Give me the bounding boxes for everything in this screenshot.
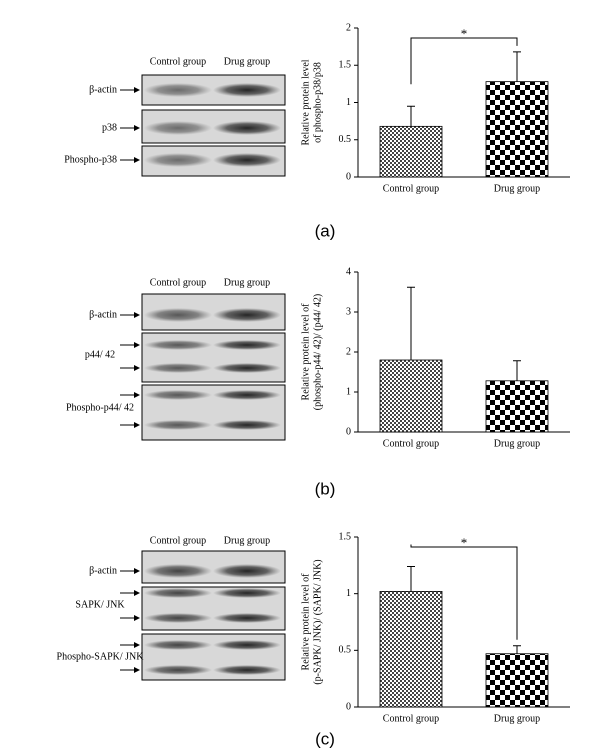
y-tick-label: 0 bbox=[346, 701, 351, 712]
bar bbox=[379, 359, 443, 433]
blot-band bbox=[144, 340, 212, 350]
blot-band bbox=[144, 640, 212, 650]
row-label: SAPK/ JNK bbox=[75, 599, 125, 610]
blot-band bbox=[213, 665, 281, 675]
error-bar bbox=[513, 360, 521, 381]
y-tick-label: 4 bbox=[346, 266, 351, 277]
error-bar bbox=[513, 645, 521, 654]
y-axis-label: Relative protein level bbox=[300, 59, 311, 145]
blot-band bbox=[213, 340, 281, 350]
blot-band bbox=[144, 665, 212, 675]
y-axis-label: of phospho-p38/p38 bbox=[312, 62, 323, 143]
blot-panel bbox=[141, 332, 286, 383]
blot-band bbox=[213, 390, 281, 400]
y-axis-label: (phospho-p44/ 42)/ (p44/ 42) bbox=[312, 294, 323, 410]
bar bbox=[485, 81, 549, 178]
x-tick-label: Drug group bbox=[494, 183, 540, 194]
y-axis-label: Relative protein level of bbox=[300, 573, 311, 671]
x-tick-label: Drug group bbox=[494, 438, 540, 449]
panel-caption: (a) bbox=[315, 221, 336, 240]
blot-band bbox=[144, 420, 212, 430]
error-bar bbox=[513, 51, 521, 82]
column-label: Control group bbox=[150, 277, 206, 288]
y-tick-label: 1.5 bbox=[339, 531, 352, 542]
blot-band bbox=[213, 420, 281, 430]
blot-band bbox=[144, 588, 212, 598]
bar bbox=[379, 125, 443, 178]
blot-band bbox=[144, 83, 212, 97]
blot-band bbox=[213, 640, 281, 650]
y-axis-label: Relative protein level of bbox=[300, 303, 311, 401]
y-tick-label: 1 bbox=[346, 588, 351, 599]
row-label: Phospho-SAPK/ JNK bbox=[57, 651, 145, 662]
y-tick-label: 1 bbox=[346, 386, 351, 397]
bar bbox=[485, 380, 549, 433]
column-label: Drug group bbox=[224, 277, 270, 288]
significance-bracket bbox=[410, 544, 518, 640]
x-tick-label: Drug group bbox=[494, 713, 540, 724]
y-tick-label: 1 bbox=[346, 97, 351, 108]
y-axis-label: (p-SAPK/ JNK)/ (SAPK/ JNK) bbox=[312, 559, 323, 684]
x-tick-label: Control group bbox=[383, 713, 439, 724]
column-label: Control group bbox=[150, 56, 206, 67]
blot-band bbox=[144, 308, 212, 322]
row-label: p38 bbox=[102, 122, 117, 133]
significance-mark: * bbox=[461, 26, 468, 41]
row-label: Phospho-p38 bbox=[64, 154, 117, 165]
bar bbox=[485, 653, 549, 708]
panel-caption: (b) bbox=[315, 479, 336, 498]
error-bar bbox=[407, 286, 415, 360]
y-tick-label: 0.5 bbox=[339, 645, 352, 656]
y-tick-label: 2 bbox=[346, 22, 351, 33]
significance-mark: * bbox=[461, 535, 468, 550]
row-label: β-actin bbox=[89, 565, 117, 576]
blot-band bbox=[144, 121, 212, 135]
error-bar bbox=[407, 565, 415, 592]
x-tick-label: Control group bbox=[383, 438, 439, 449]
column-label: Drug group bbox=[224, 56, 270, 67]
blot-band bbox=[213, 363, 281, 373]
blot-band bbox=[213, 613, 281, 623]
y-tick-label: 0 bbox=[346, 426, 351, 437]
row-label: p44/ 42 bbox=[85, 349, 115, 360]
y-tick-label: 2 bbox=[346, 346, 351, 357]
x-tick-label: Control group bbox=[383, 183, 439, 194]
column-label: Control group bbox=[150, 535, 206, 546]
blot-band bbox=[213, 564, 281, 578]
blot-band bbox=[213, 83, 281, 97]
blot-band bbox=[144, 390, 212, 400]
y-tick-label: 0 bbox=[346, 171, 351, 182]
blot-band bbox=[213, 153, 281, 167]
blot-band bbox=[144, 363, 212, 373]
y-tick-label: 1.5 bbox=[339, 60, 352, 71]
error-bar bbox=[407, 105, 415, 127]
blot-band bbox=[213, 308, 281, 322]
blot-band bbox=[144, 613, 212, 623]
blot-band bbox=[144, 564, 212, 578]
row-label: β-actin bbox=[89, 84, 117, 95]
blot-band bbox=[213, 588, 281, 598]
row-label: Phospho-p44/ 42 bbox=[66, 402, 134, 413]
bar bbox=[379, 591, 443, 708]
blot-band bbox=[144, 153, 212, 167]
row-label: β-actin bbox=[89, 309, 117, 320]
significance-bracket bbox=[410, 37, 518, 85]
column-label: Drug group bbox=[224, 535, 270, 546]
y-tick-label: 0.5 bbox=[339, 134, 352, 145]
y-tick-label: 3 bbox=[346, 306, 351, 317]
panel-caption: (c) bbox=[315, 729, 335, 748]
blot-band bbox=[213, 121, 281, 135]
